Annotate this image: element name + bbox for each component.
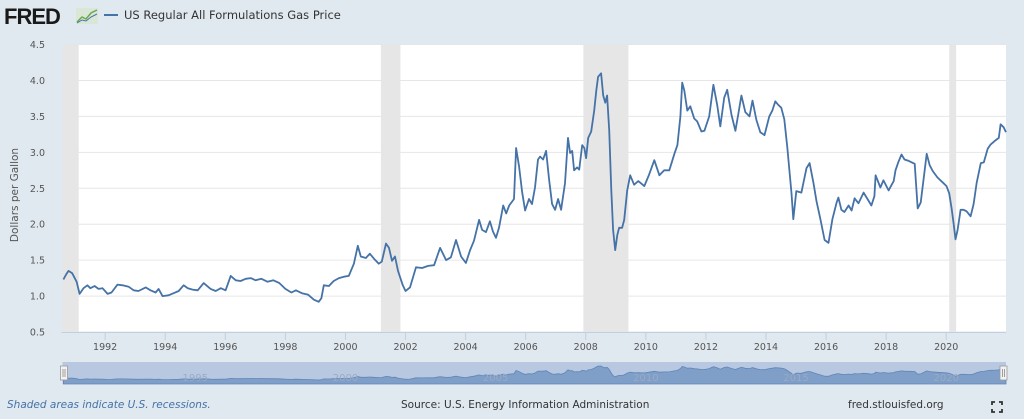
x-tick-label: 1996 [213,342,237,353]
y-tick-label: 4.0 [30,76,45,87]
x-tick-label: 2006 [514,342,538,353]
y-tick-label: 1.0 [30,292,45,303]
navigator-label: 2010 [633,373,658,384]
x-tick-label: 2010 [634,342,658,353]
x-tick-label: 1994 [153,342,177,353]
chart-header: FRED US Regular All Formulations Gas Pri… [0,0,1024,34]
x-tick-label: 1992 [93,342,117,353]
x-tick-label: 2018 [874,342,898,353]
handle-body[interactable] [60,365,68,381]
x-tick-label: 2000 [333,342,357,353]
legend-swatch [104,14,118,16]
x-tick-label: 2016 [814,342,838,353]
fullscreen-icon[interactable] [991,401,1003,413]
navigator-handle-left[interactable] [60,365,68,381]
line-graph-icon [76,8,98,24]
x-axis: 1992 1994 1996 1998 2000 2002 2004 2006 2008 2010… [61,332,1006,353]
x-tick-label: 2004 [454,342,478,353]
y-tick-label: 2.5 [30,184,45,195]
y-tick-label: 0.5 [30,328,45,339]
range-navigator[interactable]: 1995 2000 2005 2010 2015 2020 [60,362,1008,385]
handle-body[interactable] [999,365,1008,381]
y-tick-label: 3.5 [30,112,45,123]
x-tick-label: 2014 [754,342,778,353]
y-tick-label: 4.5 [30,40,45,51]
fred-logo[interactable]: FRED [4,4,61,29]
x-tick-label: 2020 [934,342,958,353]
x-tick-label: 2012 [694,342,718,353]
legend-item[interactable]: US Regular All Formulations Gas Price [104,8,341,22]
y-axis: 0.5 1.0 1.5 2.0 2.5 3.0 3.5 4.0 4.5 [30,40,45,339]
y-tick-label: 2.0 [30,220,45,231]
legend-label: US Regular All Formulations Gas Price [124,8,341,22]
x-tick-label: 2002 [393,342,417,353]
navigator-label: 1995 [183,373,208,384]
source-text: Source: U.S. Energy Information Administ… [401,399,650,411]
navigator-label: 2020 [933,373,958,384]
site-link[interactable]: fred.stlouisfed.org [848,399,944,411]
navigator-label: 2015 [783,373,808,384]
y-tick-label: 3.0 [30,148,45,159]
navigator-label: 2000 [333,373,358,384]
x-tick-label: 2008 [574,342,598,353]
recession-note: Shaded areas indicate U.S. recessions. [7,399,211,411]
series-line [62,72,1007,303]
navigator-label: 2005 [483,373,508,384]
y-tick-label: 1.5 [30,256,45,267]
navigator-series [63,365,1007,385]
x-tick-label: 1998 [273,342,297,353]
navigator-handle-right[interactable] [999,365,1008,381]
